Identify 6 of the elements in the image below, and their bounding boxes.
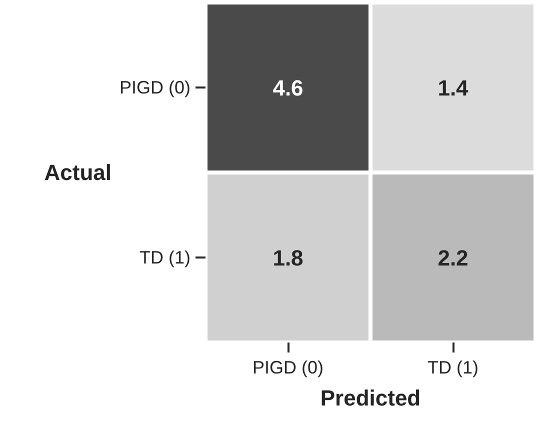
data-label: 1.8 bbox=[272, 246, 304, 270]
data-label: 2.2 bbox=[438, 246, 468, 270]
y-axis-title: Actual bbox=[44, 160, 112, 185]
x-axis-title: Predicted bbox=[320, 386, 421, 410]
data-label: 4.6 bbox=[272, 76, 304, 100]
data-label: 1.4 bbox=[438, 76, 470, 100]
